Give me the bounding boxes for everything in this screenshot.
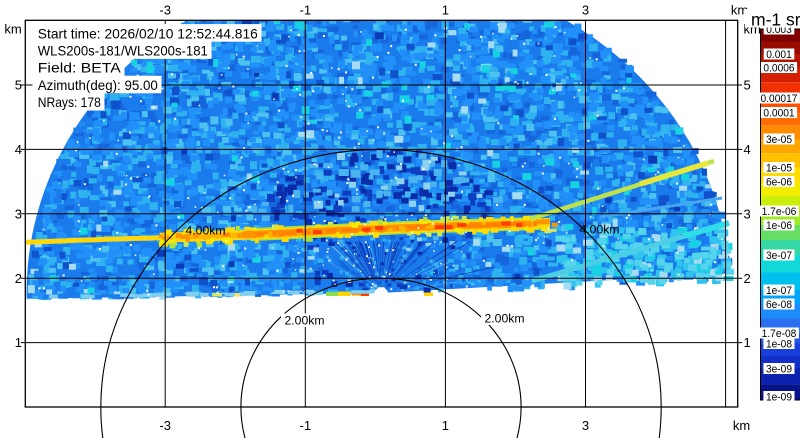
svg-text:1e-07: 1e-07 [766, 285, 792, 297]
svg-text:0.0001: 0.0001 [763, 107, 794, 119]
svg-text:2.00km: 2.00km [485, 314, 525, 326]
svg-text:1: 1 [15, 335, 22, 350]
svg-text:1.7e-06: 1.7e-06 [762, 206, 797, 218]
svg-text:2.00km: 2.00km [285, 316, 325, 328]
svg-text:4.00km: 4.00km [580, 225, 620, 237]
svg-text:3: 3 [15, 206, 22, 221]
svg-text:4: 4 [744, 142, 751, 157]
svg-text:WLS200s-181/WLS200s-181: WLS200s-181/WLS200s-181 [38, 43, 208, 59]
svg-text:-1: -1 [300, 3, 312, 18]
svg-text:Field: BETA: Field: BETA [38, 60, 122, 76]
svg-text:1: 1 [442, 418, 449, 433]
svg-text:1e-06: 1e-06 [766, 220, 792, 232]
svg-text:0.001: 0.001 [766, 49, 792, 61]
svg-text:3e-09: 3e-09 [766, 363, 792, 375]
svg-text:2: 2 [15, 271, 22, 286]
svg-text:4: 4 [15, 142, 22, 157]
svg-text:NRays: 178: NRays: 178 [38, 94, 101, 110]
svg-text:m-1 sr-1: m-1 sr-1 [751, 10, 800, 30]
svg-text:1: 1 [442, 3, 449, 18]
svg-text:3: 3 [744, 206, 751, 221]
svg-text:Start time: 2026/02/10 12:52:4: Start time: 2026/02/10 12:52:44.816 [38, 25, 258, 41]
svg-text:-1: -1 [300, 418, 312, 433]
svg-text:3e-05: 3e-05 [766, 134, 792, 146]
svg-text:2: 2 [744, 271, 751, 286]
svg-text:1e-09: 1e-09 [766, 391, 792, 403]
svg-text:3e-07: 3e-07 [766, 250, 792, 262]
svg-text:0.0006: 0.0006 [763, 62, 794, 74]
svg-text:-3: -3 [159, 3, 171, 18]
svg-text:5: 5 [744, 78, 751, 93]
svg-text:km: km [733, 418, 750, 433]
svg-text:km: km [4, 22, 21, 37]
svg-text:6e-06: 6e-06 [766, 176, 792, 188]
svg-text:1e-05: 1e-05 [766, 162, 792, 174]
svg-text:-3: -3 [159, 418, 171, 433]
svg-text:4.00km: 4.00km [186, 226, 226, 238]
svg-text:1e-08: 1e-08 [766, 338, 792, 350]
svg-text:0.00017: 0.00017 [761, 93, 798, 105]
svg-text:5: 5 [15, 78, 22, 93]
svg-text:Azimuth(deg): 95.00: Azimuth(deg): 95.00 [38, 77, 158, 93]
svg-text:3: 3 [582, 418, 589, 433]
svg-text:1: 1 [744, 335, 751, 350]
svg-text:3: 3 [582, 3, 589, 18]
svg-text:6e-08: 6e-08 [766, 299, 792, 311]
